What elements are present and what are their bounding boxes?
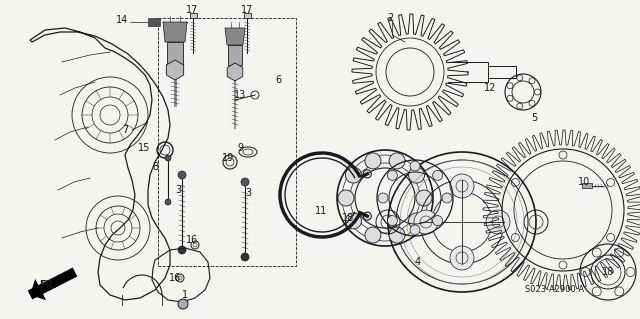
Circle shape [365,153,381,169]
Circle shape [389,227,405,243]
Text: FR.: FR. [39,280,57,290]
Text: 16: 16 [169,273,181,283]
Circle shape [387,170,397,180]
Text: 6: 6 [275,75,281,85]
Circle shape [433,216,443,226]
Circle shape [346,213,362,229]
Bar [189,13,196,18]
Text: 18: 18 [602,267,614,277]
Circle shape [165,155,171,161]
Bar [167,42,183,64]
Bar [158,18,296,266]
Circle shape [408,213,424,229]
Circle shape [414,210,438,234]
Circle shape [178,171,186,179]
Text: 13: 13 [234,90,246,100]
Text: 14: 14 [116,15,128,25]
Text: 10: 10 [578,177,590,187]
Polygon shape [166,60,184,80]
Polygon shape [163,22,187,42]
Text: 19: 19 [222,153,234,163]
Circle shape [338,190,354,206]
Text: 17: 17 [186,5,198,15]
Circle shape [408,167,424,183]
Circle shape [346,167,362,183]
Circle shape [241,253,249,261]
Text: 4: 4 [415,257,421,267]
Polygon shape [227,63,243,81]
Circle shape [410,161,420,171]
Polygon shape [30,279,46,300]
Circle shape [486,210,510,234]
Circle shape [433,170,443,180]
Text: 12: 12 [484,83,496,93]
Circle shape [378,193,388,203]
Circle shape [450,174,474,198]
Text: 3: 3 [245,188,251,198]
Circle shape [241,178,249,186]
Text: 7: 7 [122,125,128,135]
Circle shape [416,190,432,206]
Text: 9: 9 [237,143,243,153]
Circle shape [450,246,474,270]
Polygon shape [148,18,160,26]
Text: 3: 3 [175,185,181,195]
Text: 17: 17 [241,5,253,15]
Circle shape [410,225,420,235]
Text: 5: 5 [531,113,537,123]
Text: 2: 2 [387,13,393,23]
Polygon shape [28,268,77,300]
Circle shape [389,153,405,169]
Text: 18: 18 [342,213,354,223]
Circle shape [387,216,397,226]
Text: 16: 16 [186,235,198,245]
Circle shape [165,199,171,205]
Text: S023-A2900 A: S023-A2900 A [525,286,584,294]
Text: 1: 1 [182,290,188,300]
Text: 15: 15 [138,143,150,153]
Circle shape [178,246,186,254]
Circle shape [442,193,452,203]
Bar [228,45,242,65]
Polygon shape [225,28,245,45]
Circle shape [178,299,188,309]
Circle shape [365,227,381,243]
Bar [582,183,592,188]
Bar [243,13,250,18]
Text: 11: 11 [315,206,327,216]
Text: 8: 8 [152,162,158,172]
